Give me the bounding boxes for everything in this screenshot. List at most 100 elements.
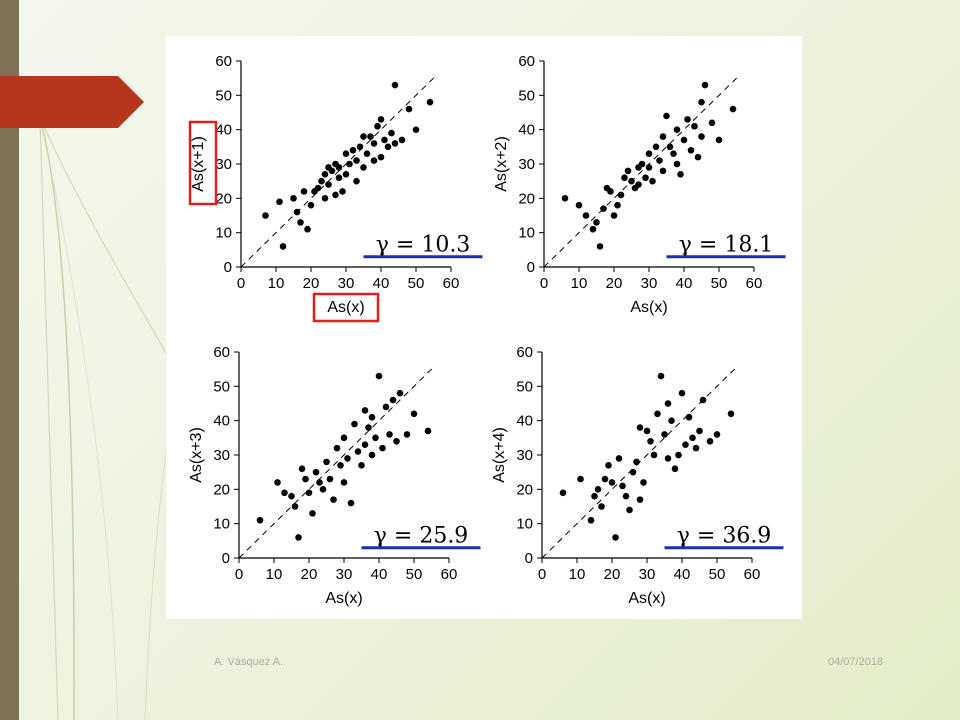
data-point xyxy=(692,444,700,452)
data-point xyxy=(654,410,661,418)
x-tick-label: 40 xyxy=(371,566,388,583)
y-tick-label: 10 xyxy=(213,516,230,533)
data-point xyxy=(642,174,649,182)
x-tick-label: 50 xyxy=(406,566,423,583)
x-tick-label: 20 xyxy=(301,566,318,583)
gamma-annotation: γ = 36.9 xyxy=(677,524,772,549)
y-tick-label: 20 xyxy=(518,190,535,207)
data-point xyxy=(316,479,323,486)
scatter-plot-3: 0 10 20 30 40 50 60 0 10 20 30 40 50 60 As(x) As(x+3) γ … xyxy=(188,344,481,607)
y-axis-label: As(x+2) xyxy=(493,136,510,192)
data-point xyxy=(367,133,374,140)
data-point xyxy=(687,146,695,154)
data-point xyxy=(626,506,633,514)
data-point xyxy=(589,225,597,233)
data-point xyxy=(295,534,302,541)
scatter-plots: 0 10 20 30 40 50 60 0 10 20 30 40 50 60 As(x) As(x+1) γ … xyxy=(188,53,786,607)
data-point xyxy=(305,489,313,497)
data-point xyxy=(319,486,327,493)
footer-date: 04/07/2018 xyxy=(828,656,884,668)
data-point xyxy=(691,122,698,130)
data-point xyxy=(668,417,675,424)
data-point xyxy=(403,431,411,438)
x-tick-label: 10 xyxy=(569,566,586,583)
data-point xyxy=(594,486,602,493)
data-point xyxy=(715,136,723,144)
data-point xyxy=(354,448,362,455)
x-tick-label: 30 xyxy=(641,275,658,292)
data-point xyxy=(276,198,283,206)
data-point xyxy=(652,143,660,151)
data-point xyxy=(673,126,681,133)
data-point xyxy=(321,195,329,202)
data-point xyxy=(645,150,653,157)
data-point xyxy=(381,136,388,144)
data-point xyxy=(346,160,353,168)
x-tick-label: 30 xyxy=(639,566,656,583)
data-point xyxy=(314,184,322,192)
x-tick-label: 30 xyxy=(338,275,355,292)
data-point xyxy=(645,164,653,171)
data-point xyxy=(370,140,378,147)
data-point xyxy=(309,510,316,517)
data-point xyxy=(600,205,607,212)
x-tick-label: 0 xyxy=(237,275,245,292)
reference-diagonal-line xyxy=(543,74,741,268)
x-tick-label: 0 xyxy=(538,566,546,583)
data-point xyxy=(671,465,679,473)
data-point xyxy=(670,150,677,157)
y-axis-label: As(x+3) xyxy=(188,427,205,483)
y-tick-label: 20 xyxy=(516,481,533,498)
data-point xyxy=(328,167,336,175)
data-point xyxy=(304,225,311,233)
data-point xyxy=(288,492,295,500)
data-point xyxy=(610,212,618,219)
data-point xyxy=(302,475,309,483)
data-point xyxy=(340,479,348,486)
y-tick-label: 20 xyxy=(213,481,230,498)
data-point xyxy=(293,208,301,216)
x-tick-label: 10 xyxy=(266,566,283,583)
data-point xyxy=(335,174,343,182)
y-tick-label: 60 xyxy=(516,344,533,361)
data-point xyxy=(607,188,614,195)
data-point xyxy=(365,424,372,431)
data-point xyxy=(342,171,350,178)
x-tick-label: 50 xyxy=(711,275,728,292)
data-point xyxy=(698,98,705,106)
data-point xyxy=(617,191,625,199)
x-tick-label: 40 xyxy=(373,275,390,292)
data-point xyxy=(601,475,609,483)
data-point xyxy=(663,112,670,120)
data-point xyxy=(426,98,434,106)
data-point xyxy=(321,171,329,178)
y-tick-label: 40 xyxy=(215,122,232,139)
data-point xyxy=(659,167,667,175)
data-point xyxy=(598,503,605,510)
data-point xyxy=(701,81,709,89)
data-point xyxy=(596,243,604,250)
data-point xyxy=(629,468,637,476)
data-point xyxy=(636,496,644,503)
y-tick-label: 0 xyxy=(222,550,230,567)
data-point xyxy=(360,133,367,140)
data-point xyxy=(649,177,656,185)
data-point xyxy=(708,119,716,127)
y-tick-label: 60 xyxy=(213,344,230,361)
data-point xyxy=(605,462,612,469)
data-point xyxy=(675,451,682,459)
data-point xyxy=(323,458,330,466)
gamma-annotation: γ = 18.1 xyxy=(679,233,774,258)
data-point xyxy=(677,171,684,178)
y-tick-label: 60 xyxy=(215,53,232,70)
data-point xyxy=(608,479,616,486)
data-point xyxy=(398,136,406,144)
y-axis-label: As(x+4) xyxy=(491,427,508,483)
data-point xyxy=(325,181,332,188)
y-tick-label: 40 xyxy=(213,413,230,430)
reference-diagonal-line xyxy=(541,365,739,559)
data-point xyxy=(666,143,674,151)
y-tick-label: 10 xyxy=(516,516,533,533)
x-tick-label: 60 xyxy=(441,566,458,583)
data-point xyxy=(729,105,737,113)
